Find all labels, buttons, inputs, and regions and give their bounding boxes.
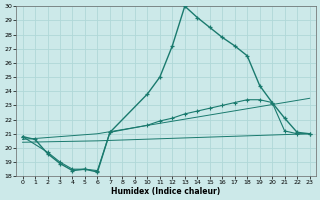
X-axis label: Humidex (Indice chaleur): Humidex (Indice chaleur) <box>111 187 221 196</box>
